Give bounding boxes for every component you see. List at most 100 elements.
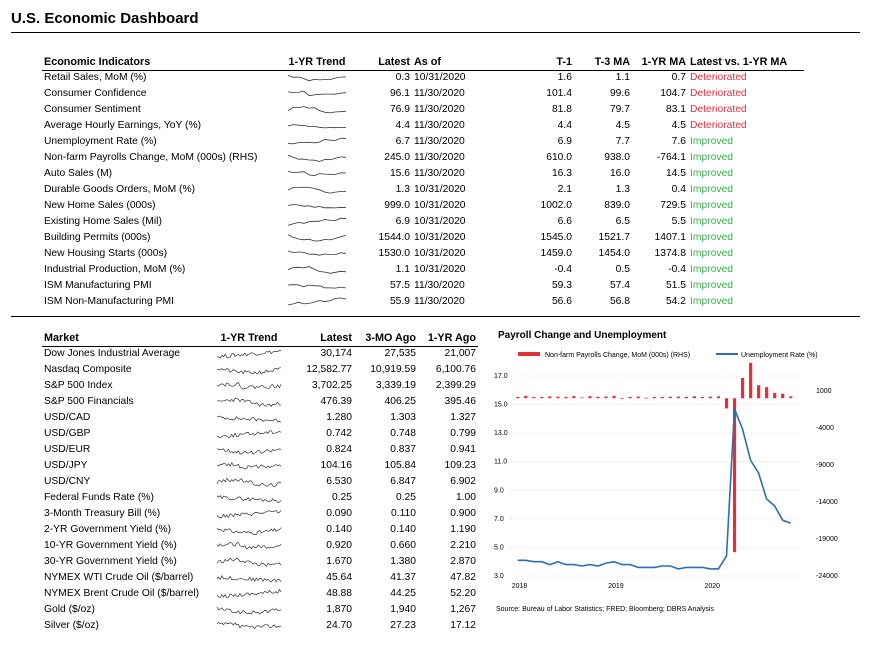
dashboard-title: U.S. Economic Dashboard [11,10,199,27]
trend-sparkline [216,574,282,582]
market-trend [204,346,294,362]
payroll-bar [572,396,576,399]
payroll-bar [716,396,721,399]
indicator-latest: 245.0 [384,152,410,163]
payroll-bar [668,396,672,399]
x-tick-label: 2019 [608,583,624,590]
market-name: Nasdaq Composite [44,364,132,375]
indicator-row: Auto Sales (M) 15.6 11/30/2020 16.3 16.0 14.5… [42,166,804,182]
market-trend [204,506,294,522]
indicator-1yrma: 14.5 [665,168,686,179]
trend-sparkline [287,204,347,209]
indicator-t3ma: 7.7 [615,136,630,147]
market-latest: 3,702.25 [311,380,352,391]
trend-sparkline [217,397,282,407]
payroll-bar [660,396,664,399]
market-row: Nasdaq Composite 12,582.77 10,919.59 6,100.… [42,362,478,378]
indicator-1yrma: 104.7 [660,88,686,99]
chart-source: Source: Bureau of Labor Statistics; FRED… [496,606,714,613]
indicator-latest: 55.9 [389,296,410,307]
x-tick-label: 2018 [512,583,528,590]
payroll-bar [773,392,777,399]
trend-sparkline [287,234,347,242]
indicator-latest: 4.4 [395,120,410,131]
market-3mo: 10,919.59 [370,364,416,375]
indicator-latest: 0.3 [395,72,410,84]
indicator-t1: 16.3 [551,168,572,179]
col-header-status: Latest vs. 1-YR MA [688,54,804,71]
y-right-tick-label: -14000 [816,499,838,506]
payroll-bar [540,396,544,399]
market-name: Gold ($/oz) [44,604,95,615]
market-name: USD/EUR [44,444,91,455]
trend-sparkline [216,494,282,503]
indicator-asof: 10/31/2020 [414,232,466,243]
market-latest: 6.530 [326,476,352,487]
indicator-status: Improved [690,184,733,195]
market-latest: 0.742 [326,428,352,439]
market-trend [204,458,294,474]
indicator-trend [278,198,356,214]
market-name: NYMEX Brent Crude Oil ($/barrel) [44,588,200,599]
trend-sparkline [287,124,347,129]
payroll-bar [757,385,761,399]
payroll-bar [684,396,688,399]
indicator-row: Consumer Confidence 96.1 11/30/2020 101.4 99… [42,86,804,102]
indicator-trend [278,118,356,134]
market-3mo: 0.140 [390,524,416,535]
market-name: USD/GBP [44,428,91,439]
economic-indicators-table: Economic Indicators 1-YR Trend Latest As… [42,54,804,310]
indicator-t3ma: 0.5 [615,264,630,275]
indicator-trend [278,70,356,86]
indicator-latest: 1530.0 [378,248,411,259]
payroll-bar [580,397,584,399]
market-3mo: 0.110 [390,508,416,519]
indicator-latest: 15.6 [389,168,410,179]
chart-plot-area: 17.0 15.0 13.0 11.0 9.0 7.0 5.0 3.0 1000 -4000 -90… [494,362,838,590]
col-header-market-trend: 1-YR Trend [204,330,294,347]
indicator-name: ISM Manufacturing PMI [44,280,152,291]
indicator-t1: 6.6 [557,216,572,227]
col-header-trend: 1-YR Trend [278,54,356,71]
market-latest: 1,870 [326,604,352,615]
indicator-t1: 1002.0 [540,200,573,211]
market-row: 3-Month Treasury Bill (%) 0.090 0.110 0.900 [42,506,478,522]
indicator-status: Improved [690,264,733,275]
trend-sparkline [287,137,347,145]
market-latest: 24.70 [326,620,352,631]
indicator-asof: 10/31/2020 [414,248,466,259]
market-3mo: 3,339.19 [375,380,416,391]
col-header-t3ma: T-3 MA [574,54,632,71]
indicator-name: Auto Sales (M) [44,168,113,179]
indicator-asof: 10/31/2020 [414,200,466,211]
trend-sparkline [287,297,347,306]
col-header-indicator: Economic Indicators [42,54,278,71]
indicator-1yrma: 83.1 [665,104,686,115]
market-3mo: 41.37 [390,572,416,583]
indicator-latest: 1544.0 [378,232,411,243]
indicator-status: Improved [690,152,733,163]
market-latest: 1.280 [326,412,352,423]
indicator-status: Improved [690,200,733,211]
market-1yr: 2,399.29 [435,380,476,391]
market-row: NYMEX Brent Crude Oil ($/barrel) 48.88 44.… [42,586,478,602]
y-right-tick-label: -24000 [816,573,838,580]
trend-sparkline [216,557,282,567]
col-header-1yrma: 1-YR MA [632,54,688,71]
indicator-1yrma: -0.4 [668,264,686,275]
market-1yr: 52.20 [450,588,476,599]
payroll-bar [596,396,600,399]
trend-sparkline [287,217,347,226]
trend-sparkline [216,606,282,615]
trend-sparkline [287,90,347,97]
market-name: Dow Jones Industrial Average [44,348,181,360]
indicator-t3ma: 6.5 [615,216,630,227]
y-left-tick-label: 13.0 [494,430,508,437]
indicator-latest: 6.9 [395,216,410,227]
chart-title: Payroll Change and Unemployment [498,330,667,341]
indicator-t1: 1459.0 [540,248,573,259]
payroll-bar [652,396,656,399]
indicator-t1: 6.9 [557,136,572,147]
market-1yr: 47.82 [450,572,476,583]
indicator-latest: 1.1 [395,264,410,275]
